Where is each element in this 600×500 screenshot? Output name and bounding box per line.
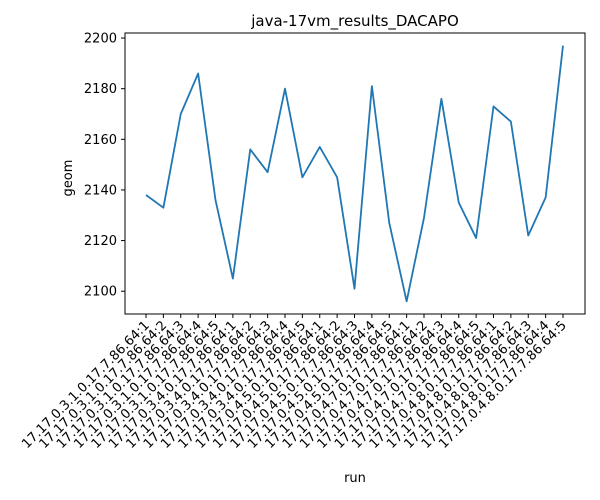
- y-tick-label: 2200: [84, 32, 117, 47]
- y-axis-label: geom: [61, 160, 76, 197]
- y-tick-label: 2100: [84, 285, 117, 300]
- chart-title: java-17vm_results_DACAPO: [250, 12, 459, 31]
- x-axis-label: run: [344, 471, 366, 486]
- y-tick-label: 2160: [84, 133, 117, 148]
- y-tick-label: 2140: [84, 183, 117, 198]
- series-line-0: [145, 45, 564, 303]
- y-tick-label: 2180: [84, 82, 117, 97]
- plot-area: [124, 32, 586, 315]
- plot-frame: [124, 32, 586, 315]
- x-axis-ticks: 17.17.0.3.1.0.17.7.86.64:117.17.0.3.1.0.…: [19, 314, 570, 452]
- y-tick-label: 2120: [84, 234, 117, 249]
- y-axis-ticks: 2100 2120 2140 2160 2180 2200: [84, 32, 125, 300]
